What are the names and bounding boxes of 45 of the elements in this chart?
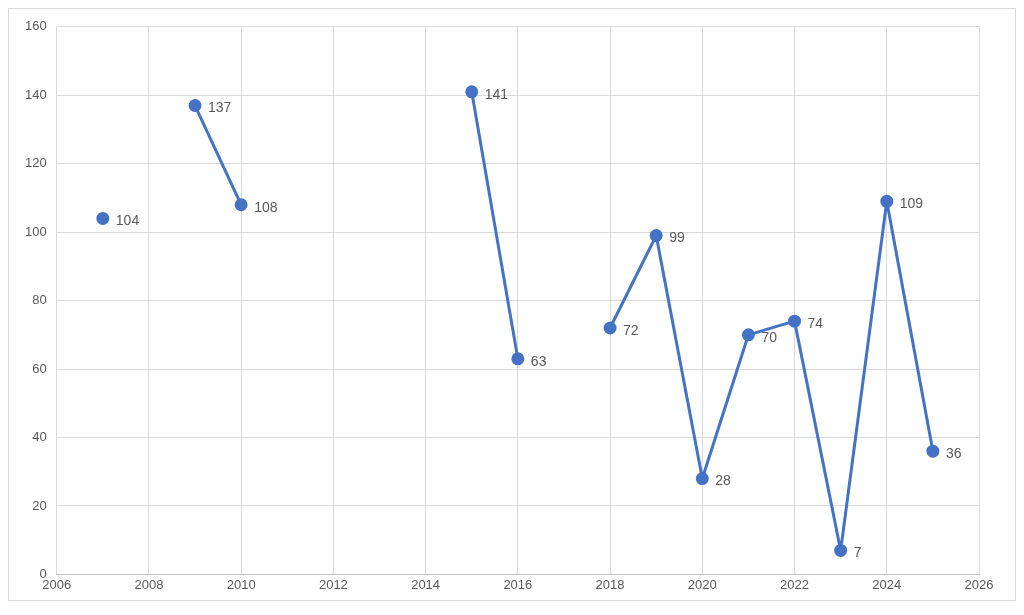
x-tick-label: 2024 — [872, 576, 902, 592]
y-tick-label: 140 — [24, 86, 47, 102]
y-tick-label: 0 — [39, 565, 47, 581]
x-tick-label: 2026 — [964, 576, 994, 592]
point — [188, 99, 202, 113]
point — [96, 211, 110, 225]
data-label: 104 — [115, 212, 140, 229]
y-tick-label: 100 — [24, 223, 47, 239]
x-tick-label: 2022 — [780, 576, 809, 592]
y-tick-label: 60 — [32, 360, 47, 376]
point — [465, 85, 479, 99]
data-label: 63 — [530, 352, 547, 369]
x-tick-label: 2018 — [595, 576, 625, 592]
data-label: 108 — [254, 198, 278, 215]
x-tick-label: 2020 — [687, 576, 717, 592]
data-label: 74 — [807, 314, 824, 331]
data-label: 28 — [715, 472, 732, 489]
x-tick-label: 2016 — [503, 576, 533, 592]
data-label: 109 — [899, 195, 924, 212]
data-label: 137 — [208, 99, 232, 116]
x-tick-label: 2008 — [134, 576, 164, 592]
x-tick-label: 2014 — [411, 576, 441, 592]
point — [926, 444, 940, 458]
point — [695, 472, 709, 486]
y-tick-label: 80 — [32, 292, 47, 308]
point — [649, 229, 663, 243]
data-label: 141 — [484, 85, 509, 102]
data-label: 72 — [623, 321, 639, 338]
point — [834, 543, 848, 557]
x-tick-label: 2010 — [226, 576, 256, 592]
point — [234, 198, 248, 212]
y-tick-label: 40 — [32, 429, 47, 445]
y-tick-label: 20 — [32, 497, 47, 513]
data-label: 70 — [761, 328, 778, 345]
point — [511, 352, 525, 366]
data-label: 99 — [669, 229, 685, 246]
data-label: 7 — [853, 544, 862, 561]
x-tick-label: 2012 — [318, 576, 348, 592]
y-tick-label: 120 — [24, 155, 47, 171]
data-label: 36 — [945, 445, 962, 462]
point — [880, 194, 894, 208]
y-tick-label: 160 — [24, 18, 47, 34]
point — [788, 314, 802, 328]
point — [603, 321, 617, 335]
point — [741, 328, 755, 342]
